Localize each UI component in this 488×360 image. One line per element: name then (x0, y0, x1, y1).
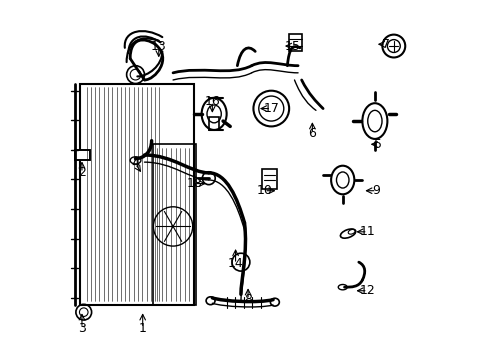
Bar (80, 84, 194, 305)
Text: 9: 9 (372, 184, 380, 197)
Text: 12: 12 (359, 284, 375, 297)
Bar (288, 33, 301, 51)
Text: 4: 4 (131, 157, 139, 170)
Text: 15: 15 (284, 40, 300, 53)
Bar (75, 150, 90, 160)
Text: 16: 16 (204, 95, 220, 108)
Bar (262, 169, 276, 189)
Text: 17: 17 (263, 102, 279, 115)
Text: 6: 6 (308, 127, 316, 140)
Text: 18: 18 (186, 177, 202, 190)
Text: 14: 14 (227, 257, 243, 270)
Bar (75, 150, 90, 160)
Text: 10: 10 (256, 184, 271, 197)
Text: 5: 5 (374, 138, 382, 151)
Text: 2: 2 (78, 166, 86, 179)
Bar (153, 144, 196, 305)
Text: 13: 13 (151, 40, 166, 53)
Text: 7: 7 (381, 38, 389, 51)
Text: 1: 1 (139, 322, 146, 335)
Bar (208, 117, 219, 130)
Text: 11: 11 (359, 225, 375, 238)
Text: 3: 3 (78, 322, 86, 335)
Text: 8: 8 (244, 293, 251, 306)
